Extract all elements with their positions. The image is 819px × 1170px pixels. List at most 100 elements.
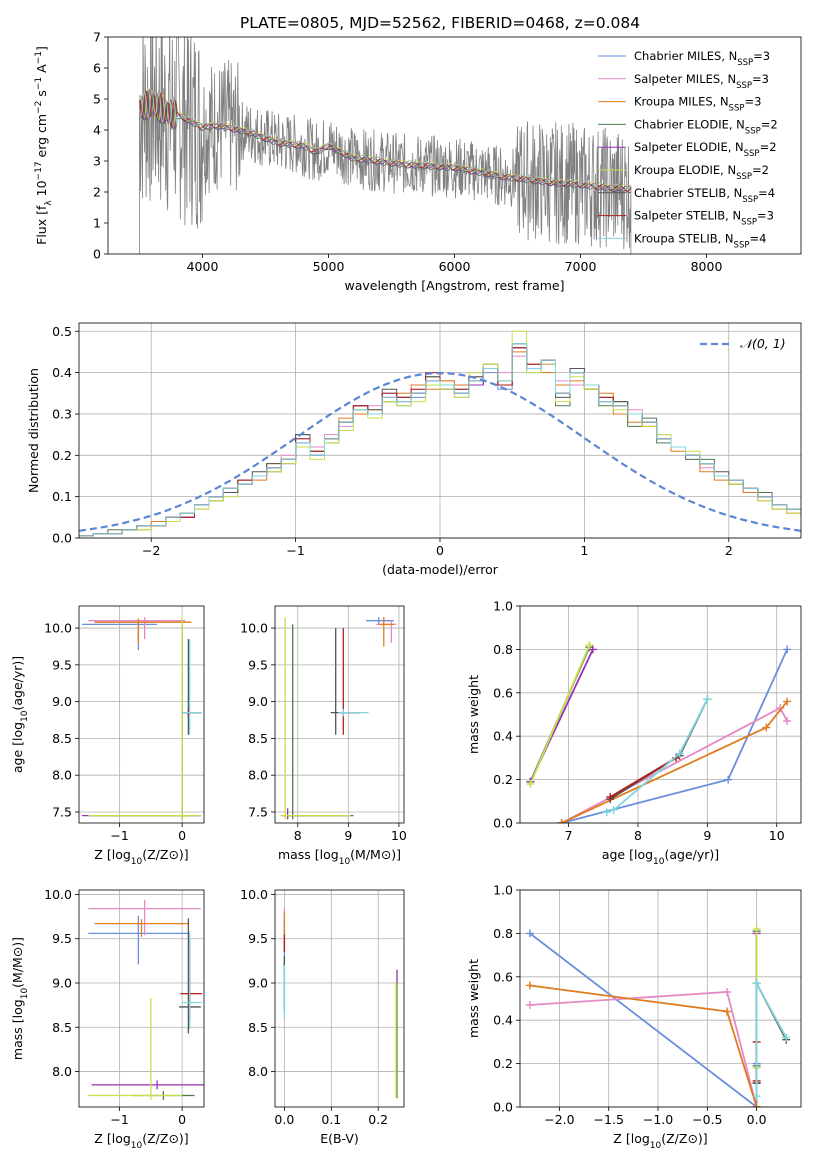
model-spectrum-line — [139, 89, 632, 193]
y-tick-label: 9.5 — [52, 931, 72, 946]
histogram-step — [79, 355, 801, 537]
y-tick-label: 0.2 — [493, 772, 513, 787]
x-tick-label: 4000 — [187, 259, 219, 274]
normal-curve — [79, 371, 801, 532]
legend-text: Chabrier ELODIE, N — [634, 117, 745, 131]
label-part: Z [ — [613, 1131, 630, 1146]
label-part: (age/yr)] — [664, 847, 719, 862]
mass-weight-metallicity-axes: −2.0 −1.5 −1.0 −0.5 0.0 0.0 0.2 0.4 0.6 0.8 1.0 Z [… — [466, 883, 802, 1151]
label-part: Z [ — [94, 847, 111, 862]
x-tick-label: −2 — [142, 543, 160, 558]
x-tick-label: 6000 — [439, 259, 471, 274]
x-axis-label: mass [log10(M/M⊙)] — [278, 847, 401, 867]
legend-label: Chabrier ELODIE, NSSP=2 — [634, 117, 778, 136]
label-part: Flux [f — [34, 205, 49, 245]
weight-marker — [602, 808, 611, 817]
axes-frame — [519, 889, 802, 1108]
x-axis-label: Z [log10(Z/Z⊙)] — [94, 1131, 188, 1151]
y-tick-label: 0.5 — [52, 324, 72, 339]
legend-label: Kroupa ELODIE, NSSP=2 — [634, 163, 769, 182]
x-tick-label: −1 — [286, 543, 304, 558]
plot-area — [283, 907, 398, 1099]
legend-text: Salpeter STELIB, N — [634, 209, 741, 223]
x-axis-label: Z [log10(Z/Z⊙)] — [94, 847, 188, 867]
histogram-step — [79, 330, 801, 537]
x-tick-label: 5000 — [313, 259, 345, 274]
weight-marker — [606, 792, 615, 801]
legend-text: Salpeter ELODIE, N — [634, 140, 744, 154]
label-part: −2 — [34, 101, 44, 114]
weight-marker — [675, 749, 684, 758]
label-part: log — [634, 847, 653, 862]
weight-marker — [752, 1103, 761, 1107]
label-part: wavelength [Angstrom, rest frame] — [344, 278, 564, 293]
label-part: 10 — [20, 710, 30, 722]
y-tick-label: 10.0 — [240, 621, 268, 636]
weight-marker — [782, 1033, 791, 1042]
legend-sub: SSP — [736, 81, 752, 91]
x-tick-label: −1 — [110, 1112, 128, 1127]
y-tick-label: 9.0 — [248, 694, 268, 709]
label-part: −17 — [34, 161, 44, 180]
weight-marker — [557, 819, 566, 823]
y-tick-label: 5 — [93, 92, 101, 107]
legend-sub: SSP — [744, 149, 760, 159]
y-tick-label: 10.0 — [240, 887, 268, 902]
label-part: log — [112, 1131, 131, 1146]
y-axis-label: Flux [fλ 10−17 erg cm−2 s−1 A−1] — [34, 46, 54, 245]
spectrum-axes: 4000 5000 6000 7000 8000 0 1 2 3 4 5 6 7 wavelength [… — [34, 30, 802, 293]
label-part: mass [ — [10, 1018, 25, 1060]
y-tick-label: 6 — [93, 61, 101, 76]
plot-area — [88, 899, 204, 1100]
plot-area — [280, 617, 397, 820]
x-tick-label: 0 — [178, 828, 186, 843]
label-part: (Z/Z⊙)] — [661, 1131, 707, 1146]
weight-line — [606, 698, 709, 813]
label-part: age [ — [10, 741, 25, 773]
label-part: Normed distribution — [26, 368, 41, 493]
x-tick-label: 0 — [436, 543, 444, 558]
weight-line — [609, 757, 677, 798]
weight-line — [529, 644, 591, 785]
weight-marker — [525, 929, 534, 938]
y-tick-label: 0 — [93, 247, 101, 262]
y-tick-label: 10.0 — [44, 621, 72, 636]
y-tick-label: 0.4 — [493, 729, 513, 744]
weight-line — [755, 982, 787, 1084]
y-tick-label: 8.0 — [248, 768, 268, 783]
legend-text: Kroupa ELODIE, N — [634, 163, 736, 177]
plot-area — [525, 925, 791, 1107]
legend-text: =4 — [758, 186, 775, 200]
y-tick-label: 9.0 — [52, 694, 72, 709]
label-part: mass [ — [278, 847, 320, 862]
y-tick-label: 1 — [93, 216, 101, 231]
y-axis-label: mass [log10(M/M⊙)] — [10, 937, 30, 1060]
x-tick-label: 7000 — [565, 259, 597, 274]
legend-sub: SSP — [745, 126, 761, 136]
y-tick-label: 4 — [93, 123, 101, 138]
label-part: (M/M⊙)] — [350, 847, 401, 862]
y-tick-label: 0.0 — [493, 1100, 513, 1115]
y-tick-label: 9.5 — [248, 657, 268, 672]
label-part: (M/M⊙)] — [10, 937, 25, 988]
label-part: s — [34, 90, 49, 101]
plot-area — [79, 330, 801, 537]
y-tick-label: 7.5 — [52, 804, 72, 819]
x-tick-label: 9 — [344, 828, 352, 843]
axes-frame — [274, 605, 405, 824]
age-metallicity-axes: −1 07.58.08.59.09.510.0Z [log10(Z/Z⊙)]age… — [10, 605, 205, 867]
label-part: log — [112, 847, 131, 862]
label-part: −1 — [34, 51, 44, 64]
y-tick-label: 0.6 — [493, 969, 513, 984]
legend-sub: SSP — [736, 172, 752, 182]
model-spectrum-line — [139, 89, 632, 192]
y-tick-label: 8.5 — [52, 1020, 72, 1035]
y-tick-label: 8.5 — [248, 1020, 268, 1035]
weight-line — [529, 984, 758, 1107]
axes-frame — [78, 605, 205, 824]
legend-text: Chabrier STELIB, N — [634, 186, 742, 200]
legend-text: =3 — [757, 209, 774, 223]
legend-sub: SSP — [729, 104, 745, 114]
legend-sub: SSP — [741, 218, 757, 228]
